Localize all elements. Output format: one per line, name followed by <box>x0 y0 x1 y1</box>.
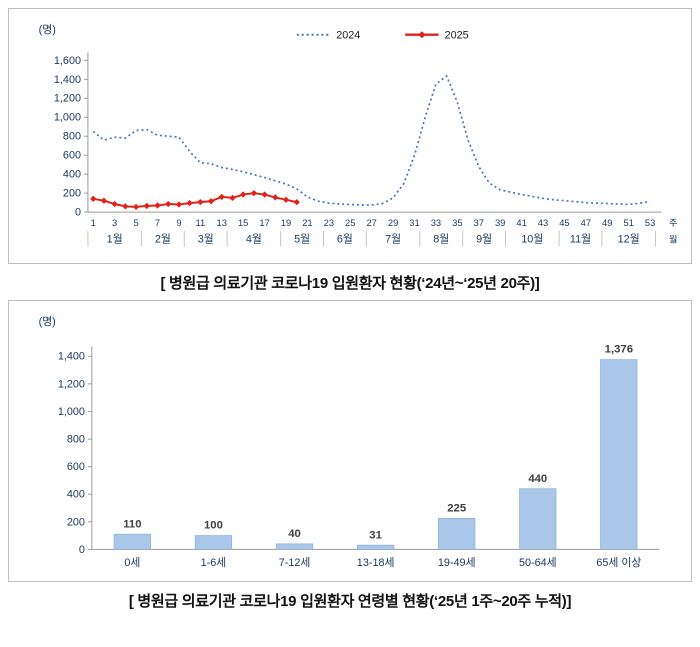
svg-text:5: 5 <box>133 218 138 228</box>
svg-text:2025: 2025 <box>445 30 469 42</box>
svg-text:800: 800 <box>67 434 85 446</box>
svg-text:1,200: 1,200 <box>58 379 85 391</box>
svg-text:400: 400 <box>63 169 81 181</box>
svg-text:110: 110 <box>123 519 141 531</box>
svg-text:(명): (명) <box>39 23 56 36</box>
svg-text:440: 440 <box>528 473 547 485</box>
svg-text:200: 200 <box>67 517 85 529</box>
svg-text:31: 31 <box>369 530 382 542</box>
svg-text:35: 35 <box>452 218 462 228</box>
svg-text:9월: 9월 <box>476 233 492 246</box>
svg-text:9: 9 <box>176 218 181 228</box>
svg-text:0: 0 <box>75 207 81 219</box>
svg-text:49: 49 <box>602 218 612 228</box>
svg-text:600: 600 <box>63 150 81 162</box>
svg-text:3: 3 <box>112 218 117 228</box>
svg-text:12월: 12월 <box>618 233 640 246</box>
svg-text:19-49세: 19-49세 <box>438 557 476 570</box>
svg-text:23: 23 <box>324 218 334 228</box>
svg-text:17: 17 <box>259 218 269 228</box>
svg-text:(명): (명) <box>39 315 56 328</box>
svg-text:0세: 0세 <box>124 557 140 570</box>
svg-text:13-18세: 13-18세 <box>357 557 395 570</box>
svg-text:1,000: 1,000 <box>58 406 85 418</box>
svg-text:27: 27 <box>366 218 376 228</box>
svg-text:1,376: 1,376 <box>605 344 633 356</box>
svg-text:월: 월 <box>669 234 678 245</box>
svg-text:10월: 10월 <box>521 233 543 246</box>
svg-text:1: 1 <box>91 218 96 228</box>
svg-text:50-64세: 50-64세 <box>519 557 557 570</box>
weekly-chart-caption: [ 병원급 의료기관 코로나19 입원환자 현황(‘24년~‘25년 20주)] <box>160 274 540 292</box>
svg-text:2월: 2월 <box>155 233 171 246</box>
svg-text:1월: 1월 <box>107 233 123 246</box>
svg-text:5월: 5월 <box>294 233 310 246</box>
svg-text:1,400: 1,400 <box>54 74 81 86</box>
svg-text:400: 400 <box>67 489 85 501</box>
svg-text:8월: 8월 <box>433 233 449 246</box>
svg-text:53: 53 <box>645 218 655 228</box>
svg-text:31: 31 <box>409 218 419 228</box>
svg-text:40: 40 <box>288 528 301 540</box>
svg-text:7월: 7월 <box>385 233 401 246</box>
svg-text:33: 33 <box>431 218 441 228</box>
svg-text:25: 25 <box>345 218 355 228</box>
svg-text:1,000: 1,000 <box>54 112 81 124</box>
age-chart-caption: [ 병원급 의료기관 코로나19 입원환자 연령별 현황(‘25년 1주~20주… <box>128 592 572 610</box>
svg-text:800: 800 <box>63 131 81 143</box>
age-distribution-bar-chart: 0 200 400 600 800 1,000 1,200 1,400 (명) 110 0세 100 1… <box>39 315 660 570</box>
svg-text:11: 11 <box>195 218 205 228</box>
svg-text:4월: 4월 <box>246 233 262 246</box>
svg-text:6월: 6월 <box>337 233 353 246</box>
svg-text:1,600: 1,600 <box>54 55 81 67</box>
svg-text:39: 39 <box>495 218 505 228</box>
svg-text:200: 200 <box>63 188 81 200</box>
svg-text:1-6세: 1-6세 <box>201 557 227 570</box>
svg-text:주: 주 <box>669 218 678 228</box>
svg-text:1,200: 1,200 <box>54 93 81 105</box>
svg-text:2024: 2024 <box>336 30 360 42</box>
svg-text:1,400: 1,400 <box>58 351 85 363</box>
svg-text:15: 15 <box>238 218 248 228</box>
age-distribution-chart-box: 0 200 400 600 800 1,000 1,200 1,400 (명) 110 0세 100 1… <box>8 300 692 583</box>
svg-text:45: 45 <box>559 218 569 228</box>
svg-text:29: 29 <box>388 218 398 228</box>
svg-text:51: 51 <box>623 218 633 228</box>
svg-text:7-12세: 7-12세 <box>279 557 311 570</box>
svg-text:7: 7 <box>155 218 160 228</box>
svg-text:225: 225 <box>447 503 466 515</box>
report-page: 0 200 400 600 800 1,000 1,200 1,400 1,600 (명) 1 3 5 7… <box>8 8 692 610</box>
svg-text:43: 43 <box>538 218 548 228</box>
svg-text:100: 100 <box>204 520 223 532</box>
svg-text:11월: 11월 <box>570 233 591 246</box>
svg-text:47: 47 <box>581 218 591 228</box>
svg-text:13: 13 <box>217 218 227 228</box>
svg-text:37: 37 <box>474 218 484 228</box>
svg-text:0: 0 <box>79 544 85 556</box>
svg-text:65세 이상: 65세 이상 <box>596 557 641 570</box>
svg-text:600: 600 <box>67 461 85 473</box>
svg-text:19: 19 <box>281 218 291 228</box>
svg-text:3월: 3월 <box>198 233 214 246</box>
weekly-trend-chart-box: 0 200 400 600 800 1,000 1,200 1,400 1,600 (명) 1 3 5 7… <box>8 8 692 265</box>
svg-text:41: 41 <box>516 218 526 228</box>
svg-text:21: 21 <box>302 218 312 228</box>
